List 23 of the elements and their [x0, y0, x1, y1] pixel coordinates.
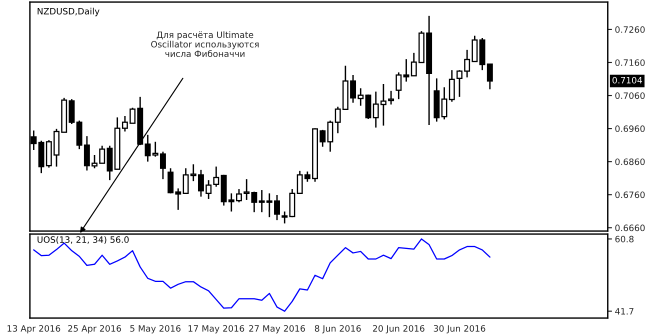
- chart-title: UOS(13, 21, 34) 56.0: [38, 236, 129, 244]
- x-tick-label: 8 Jun 2016: [314, 325, 361, 334]
- x-tick-label: 20 Jun 2016: [372, 325, 424, 334]
- y-tick-label: 0.7260: [615, 26, 645, 33]
- candlestick: [144, 134, 151, 162]
- y-tick-label: 0.6860: [615, 158, 645, 166]
- text: NZDUSD,Daily: [38, 8, 100, 16]
- y-tick-label: 41.7: [615, 308, 634, 315]
- x-tick-label: 27 May 2016: [249, 325, 305, 334]
- y-tick-label: 0.6760: [615, 191, 645, 198]
- y-tick-label: 0.6660: [615, 224, 645, 232]
- annotation: Для расчёта Ultimate Oscillator используются числа Фибоначчи: [151, 31, 259, 58]
- x-tick-label: 30 Jun 2016: [434, 325, 486, 334]
- x-tick-label: 17 May 2016: [188, 325, 244, 334]
- y-tick-label: 0.7060: [615, 92, 645, 99]
- x-tick-label: 5 May 2016: [130, 325, 181, 334]
- annotation: 0.7104: [612, 76, 642, 84]
- x-tick-label: 13 Apr 2016: [8, 325, 60, 334]
- y-tick-label: 60.8: [615, 236, 634, 242]
- x-tick-label: 25 Apr 2016: [68, 325, 122, 334]
- y-tick-label: 0.6960: [615, 125, 645, 132]
- line-series: [33, 238, 491, 312]
- y-tick-label: 0.7160: [615, 59, 645, 66]
